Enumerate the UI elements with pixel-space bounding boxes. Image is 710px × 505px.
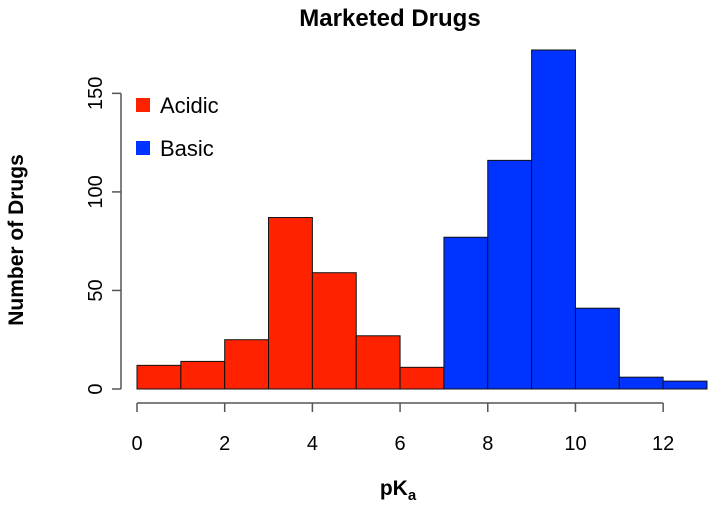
bars-group <box>136 49 708 390</box>
bar-basic-4 <box>618 376 664 390</box>
x-tick-label-10: 10 <box>564 433 586 455</box>
bar-acidic-2 <box>224 339 270 390</box>
bar-acidic-1 <box>180 360 226 390</box>
y-tick-label-100: 100 <box>85 175 107 208</box>
y-axis-label: Number of Drugs <box>5 154 28 326</box>
bar-acidic-4 <box>311 272 357 390</box>
chart-title: Marketed Drugs <box>299 5 480 32</box>
y-tick-label-0: 0 <box>85 383 107 394</box>
bar-basic-1 <box>487 159 533 390</box>
x-axis: 0 2 4 6 8 10 12 <box>131 402 674 455</box>
bar-basic-0 <box>443 236 489 390</box>
x-tick-label-6: 6 <box>395 433 406 455</box>
x-tick-label-12: 12 <box>652 433 674 455</box>
bar-acidic-5 <box>355 335 401 390</box>
bar-acidic-0 <box>136 364 182 390</box>
bar-basic-5 <box>662 380 708 390</box>
x-tick-label-2: 2 <box>219 433 230 455</box>
legend: Acidic Basic <box>136 93 219 161</box>
y-tick-label-50: 50 <box>85 279 107 301</box>
x-axis-label-subscript: a <box>408 487 417 504</box>
x-tick-label-0: 0 <box>131 433 142 455</box>
bar-acidic-3 <box>268 217 313 390</box>
legend-swatch-basic <box>136 141 150 155</box>
y-axis: 0 50 100 150 <box>85 77 122 395</box>
y-tick-label-150: 150 <box>85 77 107 110</box>
legend-label-basic: Basic <box>160 136 214 161</box>
x-tick-label-4: 4 <box>307 433 318 455</box>
bar-basic-3 <box>574 307 620 390</box>
legend-label-acidic: Acidic <box>160 93 219 118</box>
bar-acidic-6 <box>399 366 445 390</box>
x-axis-label: pKa <box>380 477 417 504</box>
bar-basic-2 <box>531 49 576 390</box>
legend-swatch-acidic <box>136 98 150 112</box>
x-axis-label-main: pK <box>380 477 408 500</box>
x-tick-label-8: 8 <box>482 433 493 455</box>
